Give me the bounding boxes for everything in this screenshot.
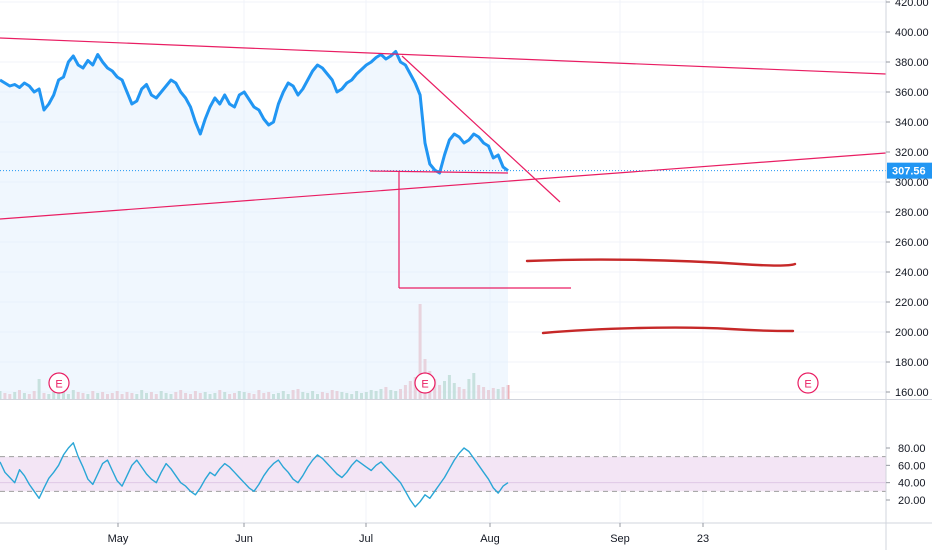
time-axis-label: Jul	[359, 533, 373, 545]
earnings-marker-circle	[48, 372, 70, 394]
earnings-marker-label: E	[804, 379, 811, 391]
rsi-line	[0, 442, 509, 508]
price-axis-label: 320.00	[895, 147, 929, 159]
price-axis-label: 260.00	[895, 237, 929, 249]
price-area	[0, 51, 508, 399]
price-axis-label: 240.00	[895, 267, 929, 279]
rsi-axis-label: 60.00	[898, 460, 926, 472]
time-axis-label: Sep	[610, 533, 630, 545]
rsi-axis-label: 40.00	[898, 478, 926, 490]
time-axis-label: May	[108, 533, 129, 545]
price-axis-label: 220.00	[895, 297, 929, 309]
earnings-marker[interactable]: E	[797, 372, 819, 394]
price-axis-label: 340.00	[895, 117, 929, 129]
lower-trendline[interactable]	[0, 152, 887, 220]
last-price-badge: 307.56	[887, 162, 932, 179]
horizontal-level[interactable]	[369, 170, 509, 174]
rsi-band	[0, 456, 886, 492]
earnings-marker-circle	[797, 372, 819, 394]
rsi-axis-label: 20.00	[898, 495, 926, 507]
price-axis-label: 280.00	[895, 207, 929, 219]
price-axis-label: 400.00	[895, 27, 929, 39]
descending-trendline[interactable]	[401, 55, 561, 203]
drawings[interactable]	[0, 37, 887, 335]
price-axis-label: 360.00	[895, 87, 929, 99]
price-axis-label: 180.00	[895, 357, 929, 369]
time-axis-label: Aug	[480, 533, 500, 545]
rsi-series	[0, 442, 509, 508]
earnings-marker-circle	[414, 372, 436, 394]
price-axis-label: 420.00	[895, 0, 929, 9]
earnings-marker-label: E	[421, 379, 428, 391]
hand-drawn-line-upper[interactable]	[525, 258, 797, 267]
rsi-axis-label: 80.00	[898, 443, 926, 455]
last-price-badge-bg	[887, 162, 932, 179]
time-axis-label: Jun	[235, 533, 253, 545]
rsi-band-fill	[0, 456, 886, 492]
price-series	[0, 50, 886, 399]
earnings-marker[interactable]: E	[48, 372, 70, 394]
hand-drawn-line-lower[interactable]	[541, 326, 795, 335]
price-axis-label: 380.00	[895, 57, 929, 69]
upper-trendline[interactable]	[0, 37, 887, 75]
price-line	[0, 50, 509, 175]
time-axis-label: 23	[697, 533, 709, 545]
earnings-marker-label: E	[55, 379, 62, 391]
price-axis-label: 160.00	[895, 387, 929, 399]
price-axis-label: 300.00	[895, 177, 929, 189]
price-axis-label: 200.00	[895, 327, 929, 339]
last-price-badge-text: 307.56	[892, 166, 926, 178]
earnings-marker[interactable]: E	[414, 372, 436, 394]
